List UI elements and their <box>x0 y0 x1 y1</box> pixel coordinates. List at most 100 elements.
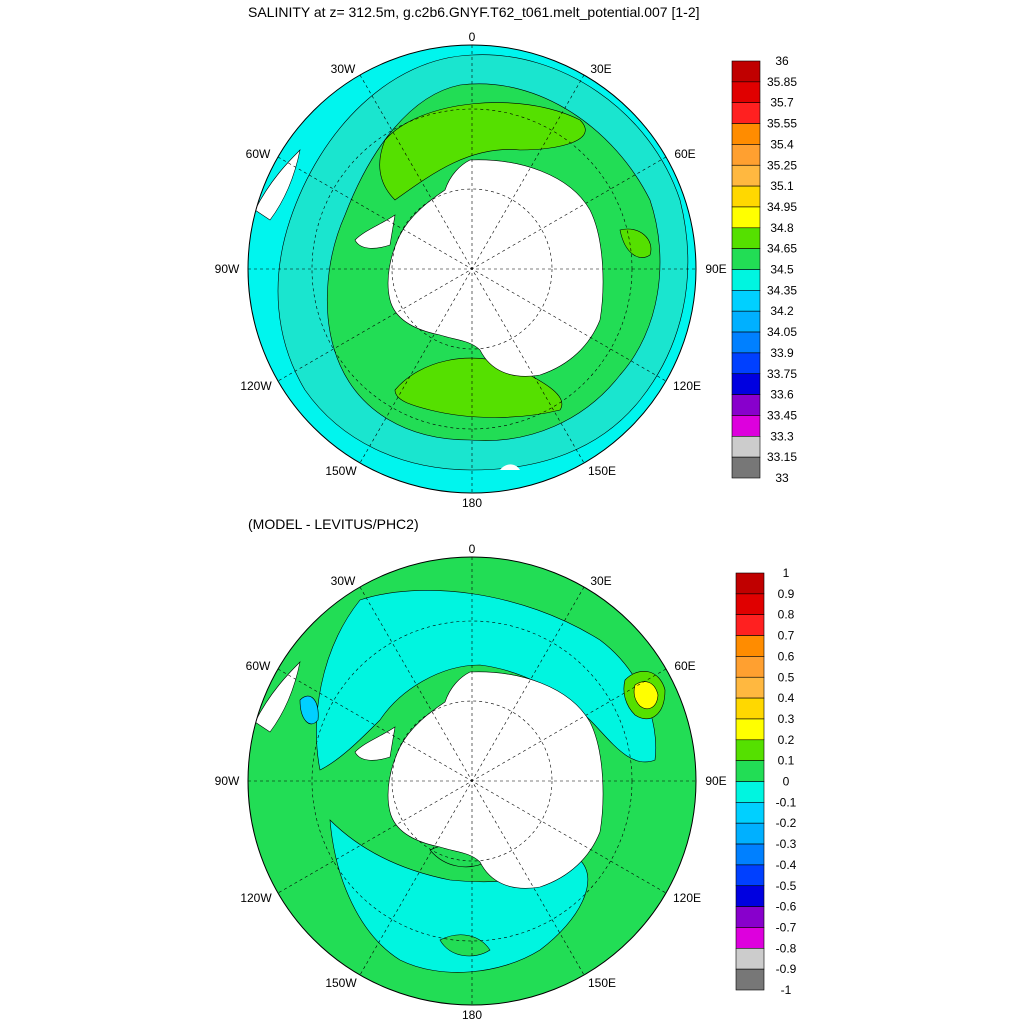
top-lon-label-150w: 150W <box>325 464 357 478</box>
bottom-lon-label-60w: 60W <box>246 659 271 673</box>
bottom-lon-label-150w: 150W <box>325 976 357 990</box>
top-lon-label-60e: 60E <box>674 147 695 161</box>
colorbar-swatch <box>735 739 765 761</box>
bottom-map-blue-patch <box>299 695 319 725</box>
colorbar-tick-label: 0 <box>783 775 790 789</box>
colorbar-tick-label: 35.55 <box>767 117 797 131</box>
colorbar-tick-label: 33.45 <box>767 408 797 422</box>
bottom-map-south-america <box>254 661 301 733</box>
colorbar-tick-label: 0.7 <box>778 629 795 643</box>
top-lon-label-90e: 90E <box>705 262 726 276</box>
bottom-lon-label-90e: 90E <box>705 774 726 788</box>
bottom-polar-map: 0 30E 60E 90E 120E 150E 180 150W 120W 90… <box>215 542 727 1022</box>
top-map-border <box>247 44 697 494</box>
bottom-map-graticule <box>248 557 696 1005</box>
colorbar-tick-label: -0.9 <box>776 962 797 976</box>
bottom-map-title: (MODEL - LEVITUS/PHC2) <box>248 516 419 532</box>
bottom-map-lon-labels: 0 30E 60E 90E 120E 150E 180 150W 120W 90… <box>215 542 727 1022</box>
colorbar-tick-label: 33.15 <box>767 450 797 464</box>
bottom-colorbar: 1 0.9 0.8 0.7 0.6 0.5 0.4 0.3 0.2 0.1 0 -0.1 -0.2 -0.… <box>735 566 797 997</box>
colorbar-tick-label: 33 <box>775 471 789 485</box>
colorbar-swatch <box>731 227 761 249</box>
colorbar-swatch <box>731 373 761 395</box>
colorbar-swatch <box>735 593 765 615</box>
top-lon-label-60w: 60W <box>246 147 271 161</box>
top-map-bright-green-north <box>379 102 586 201</box>
bottom-lon-label-120e: 120E <box>673 891 701 905</box>
colorbar-tick-label: 35.25 <box>767 158 797 172</box>
top-lon-label-90w: 90W <box>215 262 240 276</box>
colorbar-tick-label: 34.5 <box>770 263 794 277</box>
top-map-antarctic-peninsula <box>354 214 396 249</box>
colorbar-swatch <box>735 760 765 782</box>
colorbar-tick-label: 34.2 <box>770 304 794 318</box>
colorbar-tick-label: -0.5 <box>776 879 797 893</box>
colorbar-swatch <box>735 697 765 720</box>
colorbar-swatch <box>731 331 761 354</box>
colorbar-tick-label: -0.3 <box>776 837 797 851</box>
colorbar-swatch <box>731 206 761 229</box>
colorbar-swatch <box>735 927 765 949</box>
colorbar-tick-label: 0.9 <box>778 587 795 601</box>
bottom-map-antarctic-peninsula <box>354 726 396 761</box>
colorbar-swatch <box>731 81 761 103</box>
colorbar-swatch <box>731 352 761 375</box>
colorbar-swatch <box>735 947 765 970</box>
top-map-new-zealand <box>500 464 520 470</box>
colorbar-swatch <box>731 144 761 166</box>
top-polar-map: 0 30E 60E 90E 120E 150E 180 150W 120W 90… <box>215 30 727 510</box>
colorbar-swatch <box>735 968 765 991</box>
colorbar-tick-label: 0.2 <box>778 733 795 747</box>
top-lon-label-120w: 120W <box>240 379 272 393</box>
top-lon-label-120e: 120E <box>673 379 701 393</box>
colorbar-tick-label: 35.7 <box>770 96 794 110</box>
top-map-graticule <box>248 45 696 493</box>
top-lon-label-30e: 30E <box>590 62 611 76</box>
colorbar-swatch <box>731 435 761 458</box>
colorbar-swatch <box>731 185 761 208</box>
colorbar-swatch <box>735 635 765 657</box>
colorbar-tick-label: 0.8 <box>778 608 795 622</box>
colorbar-swatch <box>735 843 765 866</box>
colorbar-tick-label: -0.4 <box>776 858 797 872</box>
colorbar-swatch <box>735 802 765 824</box>
colorbar-tick-label: 0.5 <box>778 670 795 684</box>
colorbar-tick-label: 33.75 <box>767 367 797 381</box>
colorbar-tick-label: 35.4 <box>770 137 794 151</box>
colorbar-tick-label: 35.1 <box>770 179 794 193</box>
colorbar-swatch <box>731 123 761 145</box>
top-lon-label-150e: 150E <box>588 464 616 478</box>
colorbar-tick-label: 34.65 <box>767 242 797 256</box>
bottom-map-border <box>247 556 697 1006</box>
top-map-south-america <box>254 149 301 221</box>
colorbar-swatch <box>735 822 765 845</box>
colorbar-swatch <box>731 394 761 416</box>
colorbar-swatch <box>731 164 761 187</box>
colorbar-tick-label: -0.7 <box>776 920 797 934</box>
colorbar-swatch <box>731 60 761 83</box>
colorbar-swatch <box>731 269 761 291</box>
colorbar-tick-label: 0.6 <box>778 649 795 663</box>
colorbar-swatch <box>731 310 761 333</box>
bottom-lon-label-180: 180 <box>462 1008 482 1022</box>
colorbar-tick-label: -1 <box>781 983 792 997</box>
colorbar-tick-label: 34.05 <box>767 325 797 339</box>
colorbar-swatch <box>735 718 765 741</box>
colorbar-swatch <box>735 781 765 803</box>
top-colorbar: 36 35.85 35.7 35.55 35.4 35.25 35.1 34.95 34.8 34… <box>731 54 797 485</box>
colorbar-tick-label: 1 <box>783 566 790 580</box>
colorbar-tick-label: 33.6 <box>770 388 794 402</box>
colorbar-swatch <box>735 572 765 595</box>
bottom-lon-label-90w: 90W <box>215 774 240 788</box>
colorbar-tick-label: 0.3 <box>778 712 795 726</box>
colorbar-tick-label: 33.9 <box>770 346 794 360</box>
bottom-map-cyan-south <box>329 819 589 973</box>
colorbar-swatch <box>731 290 761 312</box>
top-lon-label-0: 0 <box>469 30 476 44</box>
colorbar-tick-label: 35.85 <box>767 75 797 89</box>
bottom-lon-label-30w: 30W <box>331 574 356 588</box>
bottom-lon-label-120w: 120W <box>240 891 272 905</box>
colorbar-swatch <box>735 885 765 907</box>
colorbar-tick-label: -0.8 <box>776 941 797 955</box>
colorbar-tick-label: 33.3 <box>770 429 794 443</box>
